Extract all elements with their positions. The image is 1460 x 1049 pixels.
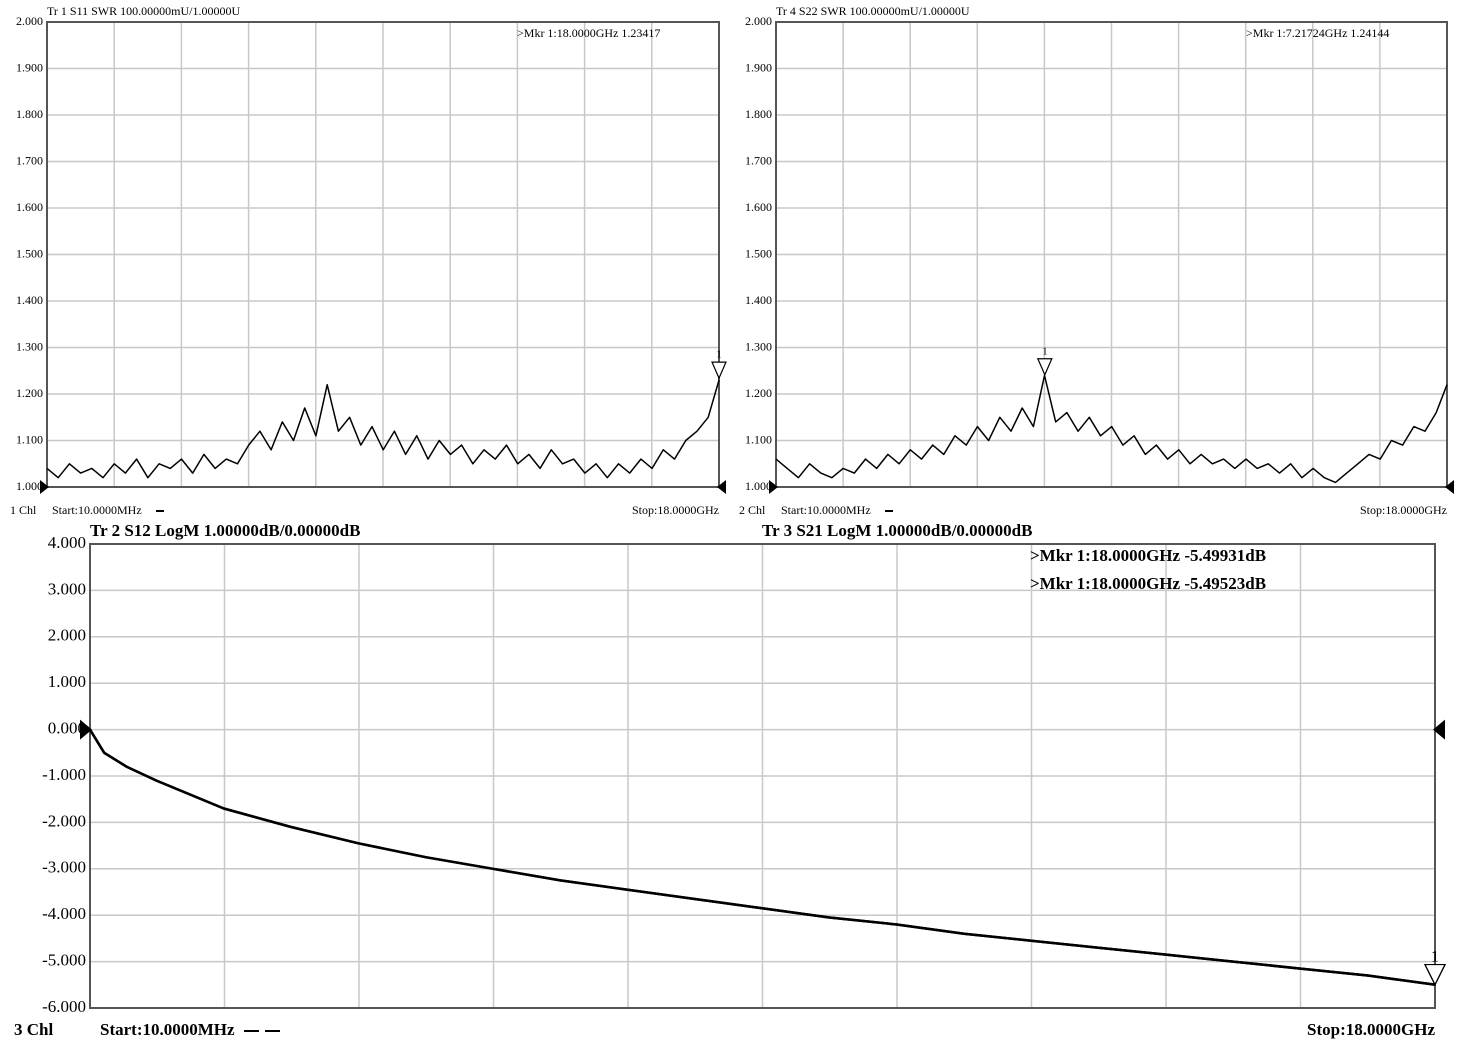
marker-triangle bbox=[1424, 963, 1446, 986]
y-tick-label: 1.400 bbox=[745, 293, 772, 307]
reference-marker bbox=[1433, 719, 1445, 740]
trace-line bbox=[46, 379, 720, 479]
plot-frame bbox=[775, 21, 1448, 488]
channel-label: 2 Chl bbox=[739, 503, 766, 517]
y-tick-label: 1.900 bbox=[16, 60, 43, 74]
marker-label: 1 bbox=[1042, 345, 1048, 357]
marker-label: 1 bbox=[1431, 948, 1439, 965]
y-tick-label: 1.600 bbox=[745, 200, 772, 214]
y-tick-label: 0.000 bbox=[48, 719, 86, 738]
plot-frame bbox=[46, 21, 720, 488]
marker-label: 1 bbox=[1431, 948, 1439, 965]
y-tick-label: 3.000 bbox=[48, 579, 86, 598]
y-tick-label: -1.000 bbox=[42, 765, 86, 784]
marker-readout: >Mkr 1:18.0000GHz 1.23417 bbox=[517, 26, 660, 40]
y-tick-label: 1.400 bbox=[16, 293, 43, 307]
reference-marker bbox=[40, 480, 49, 494]
trace-header: Tr 1 S11 SWR 100.00000mU/1.00000U bbox=[47, 4, 240, 18]
reference-marker bbox=[717, 480, 726, 494]
y-tick-label: 1.500 bbox=[16, 246, 43, 260]
y-tick-label: 1.800 bbox=[745, 107, 772, 121]
trace-header: Tr 2 S12 LogM 1.00000dB/0.00000dB bbox=[90, 521, 360, 540]
channel-label: 1 Chl bbox=[10, 503, 37, 517]
trace-header: Tr 3 S21 LogM 1.00000dB/0.00000dB bbox=[762, 521, 1032, 540]
trace-line bbox=[88, 728, 1436, 986]
marker-readout: >Mkr 1:7.21724GHz 1.24144 bbox=[1246, 26, 1389, 40]
stop-label: Stop:18.0000GHz bbox=[632, 503, 719, 517]
y-tick-label: 1.700 bbox=[16, 153, 43, 167]
start-label: Start:10.0000MHz bbox=[100, 1020, 235, 1039]
y-tick-label: 2.000 bbox=[16, 14, 43, 28]
y-tick-label: 1.300 bbox=[16, 339, 43, 353]
y-tick-label: 1.000 bbox=[16, 479, 43, 493]
y-tick-label: 1.500 bbox=[745, 246, 772, 260]
y-tick-label: -4.000 bbox=[42, 904, 86, 923]
start-label: Start:10.0000MHz bbox=[52, 503, 142, 517]
y-tick-label: 1.200 bbox=[745, 386, 772, 400]
reference-marker bbox=[80, 719, 92, 740]
marker-readout: >Mkr 1:18.0000GHz -5.49931dB bbox=[1030, 546, 1266, 565]
y-tick-label: 1.000 bbox=[745, 479, 772, 493]
y-tick-label: 1.600 bbox=[16, 200, 43, 214]
y-tick-label: 1.100 bbox=[745, 432, 772, 446]
reference-marker bbox=[1445, 480, 1454, 494]
y-tick-label: -6.000 bbox=[42, 997, 86, 1016]
marker-label: 1 bbox=[716, 349, 722, 361]
start-label: Start:10.0000MHz bbox=[781, 503, 871, 517]
y-tick-label: -2.000 bbox=[42, 811, 86, 830]
plot-frame bbox=[89, 543, 1436, 1009]
trace-header: Tr 4 S22 SWR 100.00000mU/1.00000U bbox=[776, 4, 970, 18]
y-tick-label: 4.000 bbox=[48, 533, 86, 552]
y-tick-label: 1.800 bbox=[16, 107, 43, 121]
y-tick-label: 1.300 bbox=[745, 339, 772, 353]
marker-triangle bbox=[711, 361, 727, 380]
y-tick-label: -3.000 bbox=[42, 858, 86, 877]
reference-marker bbox=[769, 480, 778, 494]
y-tick-label: 1.000 bbox=[48, 672, 86, 691]
y-tick-label: 1.900 bbox=[745, 60, 772, 74]
y-tick-label: 1.200 bbox=[16, 386, 43, 400]
marker-readout: >Mkr 1:18.0000GHz -5.49523dB bbox=[1030, 574, 1266, 593]
stop-label: Stop:18.0000GHz bbox=[1360, 503, 1447, 517]
marker-triangle bbox=[1036, 358, 1053, 377]
stop-label: Stop:18.0000GHz bbox=[1307, 1020, 1435, 1039]
y-tick-label: 1.700 bbox=[745, 153, 772, 167]
trace-line bbox=[775, 374, 1448, 484]
y-tick-label: 2.000 bbox=[48, 626, 86, 645]
channel-label: 3 Chl bbox=[14, 1020, 53, 1039]
y-tick-label: 1.100 bbox=[16, 432, 43, 446]
y-tick-label: 2.000 bbox=[745, 14, 772, 28]
y-tick-label: -5.000 bbox=[42, 951, 86, 970]
